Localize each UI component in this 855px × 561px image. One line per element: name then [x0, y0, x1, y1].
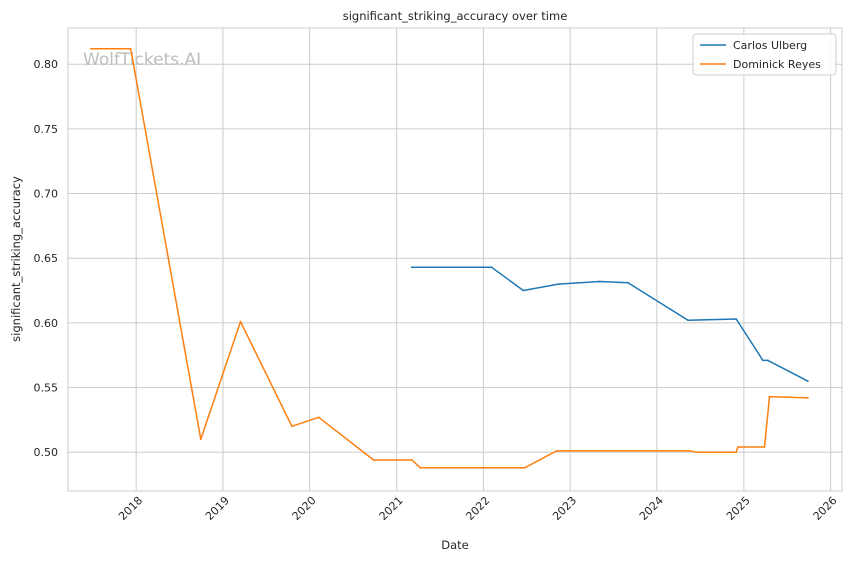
data-point [129, 47, 132, 50]
data-point [372, 459, 375, 461]
data-point [557, 283, 560, 285]
data-point [806, 380, 809, 382]
data-point [768, 395, 771, 398]
x-axis-title: Date [441, 538, 469, 552]
data-point [735, 318, 738, 320]
data-point [695, 451, 698, 454]
y-tick-label: 0.55 [34, 382, 59, 395]
data-point [627, 281, 629, 284]
data-point [555, 450, 558, 452]
y-axis-ticks: 0.50 0.55 0.60 0.65 0.70 0.75 0.80 [34, 58, 59, 459]
data-point [806, 397, 809, 399]
data-point [762, 359, 764, 362]
data-point [598, 280, 601, 283]
legend: Carlos Ulberg Dominick Reyes [692, 33, 837, 76]
y-tick-label: 0.80 [34, 58, 59, 71]
data-point [90, 47, 92, 50]
data-point [490, 266, 493, 269]
data-point [735, 451, 738, 454]
data-point [239, 320, 242, 323]
y-tick-label: 0.75 [34, 123, 59, 136]
data-point [411, 459, 413, 461]
y-tick-label: 0.60 [34, 317, 59, 330]
data-point [737, 446, 739, 448]
data-point [767, 359, 769, 362]
data-point [763, 446, 766, 448]
chart-title: significant_striking_accuracy over time [343, 9, 568, 23]
y-tick-label: 0.70 [34, 188, 59, 201]
legend-box [692, 33, 837, 76]
data-point [687, 319, 689, 322]
data-point [524, 466, 526, 469]
y-tick-label: 0.50 [34, 446, 59, 459]
y-tick-label: 0.65 [34, 252, 59, 265]
data-point [291, 425, 293, 428]
data-point [522, 289, 525, 292]
data-point [688, 450, 691, 452]
legend-label: Dominick Reyes [733, 58, 821, 71]
plot-frame [67, 27, 843, 492]
data-point [199, 438, 202, 441]
data-point [411, 266, 413, 269]
y-axis-title: significant_striking_accuracy [9, 176, 23, 342]
data-point [419, 466, 422, 469]
data-point [317, 416, 320, 419]
series-line-dominick-reyes [90, 47, 809, 469]
series-layer [90, 47, 809, 469]
legend-label: Carlos Ulberg [733, 39, 807, 52]
watermark: WolfTickets.AI [83, 50, 201, 70]
